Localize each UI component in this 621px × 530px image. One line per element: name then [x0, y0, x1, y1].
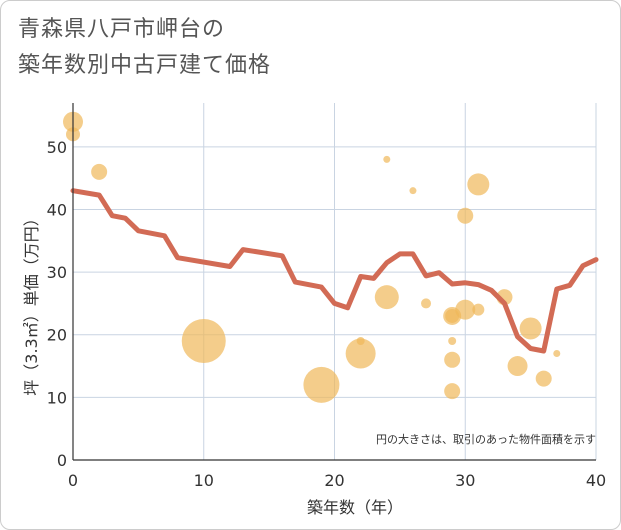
bubble-2 — [91, 163, 108, 180]
bubble-23 — [535, 370, 552, 387]
title-line-1: 青森県八戸市岬台の — [18, 17, 226, 42]
x-tick-label-4: 40 — [586, 471, 606, 490]
bubble-17 — [455, 299, 476, 320]
bubble-21 — [507, 356, 528, 377]
y-tick-label-0: 0 — [57, 451, 67, 470]
bubble-13 — [448, 337, 457, 345]
x-tick-label-3: 30 — [455, 471, 475, 490]
y-tick-label-4: 40 — [47, 200, 67, 219]
bubble-8 — [374, 285, 399, 310]
bubble-16 — [457, 207, 474, 224]
x-tick-label-1: 10 — [194, 471, 214, 490]
bubble-4 — [303, 366, 340, 403]
x-tick-label-0: 0 — [68, 471, 78, 490]
y-tick-labels: 0 10 20 30 40 50 — [47, 138, 67, 470]
y-tick-label-1: 10 — [47, 388, 67, 407]
grid-lines — [72, 103, 597, 461]
bubble-18 — [467, 173, 490, 196]
y-axis-label: 坪（3.3㎡）単価（万円） — [22, 210, 41, 395]
x-tick-labels: 0 10 20 30 40 — [68, 471, 606, 490]
x-axis-label: 築年数（年） — [307, 498, 403, 517]
bubble-10 — [421, 298, 432, 309]
title-line-2: 築年数別中古戸建て価格 — [18, 53, 272, 78]
bubble-19 — [472, 303, 485, 316]
bubble-series — [63, 111, 561, 403]
bubble-15 — [444, 383, 461, 400]
chart-title: 青森県八戸市岬台の 築年数別中古戸建て価格 — [18, 12, 271, 84]
trend-series — [70, 188, 599, 354]
y-tick-label-3: 30 — [47, 263, 67, 282]
bubble-6 — [356, 337, 365, 345]
y-tick-label-5: 50 — [47, 138, 67, 157]
bubble-3 — [181, 319, 226, 363]
chart-annotation: 円の大きさは、取引のあった物件面積を示す — [376, 432, 596, 446]
x-tick-label-2: 20 — [324, 471, 344, 490]
bubble-22 — [519, 317, 542, 340]
bubble-9 — [409, 187, 417, 195]
bubble-24 — [553, 350, 561, 358]
bubble-7 — [383, 155, 391, 163]
trend-line — [70, 188, 599, 354]
axes — [72, 103, 596, 461]
bubble-14 — [444, 351, 461, 368]
y-tick-label-2: 20 — [47, 326, 67, 345]
bubble-5 — [345, 338, 376, 369]
